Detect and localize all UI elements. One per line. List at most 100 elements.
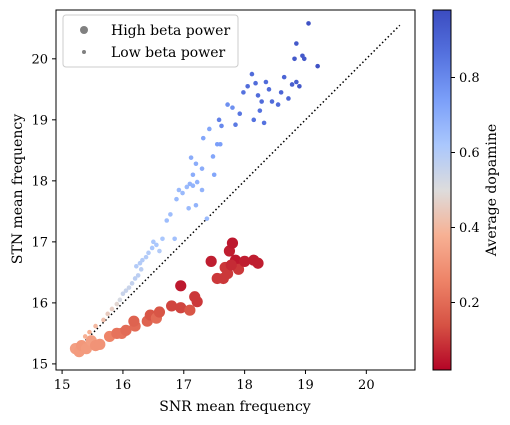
data-point	[249, 71, 255, 77]
data-point	[205, 255, 217, 267]
data-point	[190, 183, 196, 189]
data-point	[278, 90, 284, 95]
data-point	[233, 122, 238, 128]
colorbar-tick-label: 0.8	[459, 71, 480, 86]
data-point	[128, 315, 140, 327]
data-point	[193, 202, 199, 208]
data-point	[143, 254, 149, 260]
data-point	[184, 304, 196, 316]
data-point	[93, 323, 98, 329]
data-point	[114, 301, 120, 307]
data-point	[207, 126, 212, 132]
data-point	[200, 135, 206, 141]
data-point	[193, 161, 199, 167]
data-point	[286, 96, 291, 101]
data-point	[138, 267, 144, 272]
data-point	[257, 108, 263, 113]
data-point	[157, 248, 162, 254]
y-tick-label: 19	[31, 113, 48, 128]
axes-frame	[55, 9, 416, 371]
data-point	[184, 184, 190, 190]
data-point	[190, 172, 196, 178]
data-point	[315, 63, 320, 69]
data-point	[263, 79, 269, 85]
data-point	[204, 216, 210, 221]
data-point	[164, 218, 170, 223]
colorbar-gradient	[432, 9, 452, 371]
x-tick-label: 18	[236, 378, 253, 393]
data-point	[189, 291, 201, 303]
colorbar-tick-label: 0.6	[459, 146, 480, 161]
data-point	[82, 334, 88, 339]
data-point	[120, 291, 126, 297]
data-point	[160, 236, 165, 242]
data-point	[154, 242, 159, 248]
data-point	[221, 267, 234, 280]
data-point	[294, 79, 299, 85]
x-tick-label: 19	[297, 378, 314, 393]
data-point	[219, 123, 224, 129]
data-point	[132, 276, 138, 281]
y-tick-label: 20	[31, 52, 48, 67]
data-point	[261, 120, 267, 126]
identity-reference-line	[73, 24, 401, 353]
data-point	[255, 93, 261, 98]
colorbar-ticks: 0.2 0.4 0.6 0.8	[451, 71, 480, 311]
data-point	[109, 306, 115, 312]
data-point	[275, 102, 281, 107]
data-point	[87, 329, 92, 335]
data-point	[153, 306, 166, 318]
data-point	[135, 273, 141, 278]
data-point	[230, 105, 235, 110]
data-point	[245, 83, 250, 89]
y-axis-label: STN mean frequency	[10, 114, 26, 264]
data-point	[226, 237, 239, 249]
data-point	[225, 259, 237, 271]
data-point	[253, 80, 258, 86]
data-point	[117, 297, 123, 303]
series-high-beta	[69, 237, 264, 358]
data-point	[174, 196, 179, 202]
legend-box	[62, 14, 239, 68]
data-point	[94, 338, 106, 350]
data-point	[211, 172, 217, 178]
legend-marker-low-beta	[82, 50, 86, 54]
data-point	[166, 300, 178, 312]
data-point	[151, 239, 156, 245]
axis-ticks: 15 16 17 18 19 20 15 16 17 18 19 20	[31, 52, 374, 393]
data-point	[129, 281, 135, 286]
data-point	[252, 257, 264, 269]
data-point	[188, 155, 194, 160]
data-point	[199, 166, 205, 171]
colorbar-label: Average dopamine	[484, 124, 500, 257]
x-tick-label: 15	[54, 378, 71, 393]
data-point	[105, 311, 111, 317]
data-point	[216, 117, 222, 123]
legend-label-low-beta: Low beta power	[111, 45, 225, 61]
data-point	[301, 56, 307, 62]
data-point	[294, 41, 299, 46]
data-point	[241, 90, 246, 95]
series-low-beta	[82, 21, 320, 339]
data-point	[126, 285, 132, 290]
data-point	[225, 102, 230, 107]
data-point	[186, 206, 191, 211]
data-point	[134, 263, 139, 269]
data-point	[292, 56, 297, 62]
y-tick-label: 18	[31, 174, 48, 189]
data-point	[217, 141, 223, 147]
x-tick-label: 16	[115, 378, 132, 393]
data-point	[194, 179, 200, 185]
x-tick-label: 20	[358, 378, 375, 393]
data-point	[289, 82, 295, 87]
colorbar-tick-label: 0.2	[459, 296, 480, 311]
colorbar-tick-label: 0.4	[459, 221, 480, 236]
data-point	[149, 245, 155, 251]
data-point	[266, 87, 272, 92]
data-point	[239, 255, 251, 267]
axes-border	[55, 9, 416, 371]
data-point	[140, 257, 145, 263]
data-points	[69, 21, 320, 358]
data-point	[199, 187, 205, 193]
data-point	[210, 154, 216, 159]
